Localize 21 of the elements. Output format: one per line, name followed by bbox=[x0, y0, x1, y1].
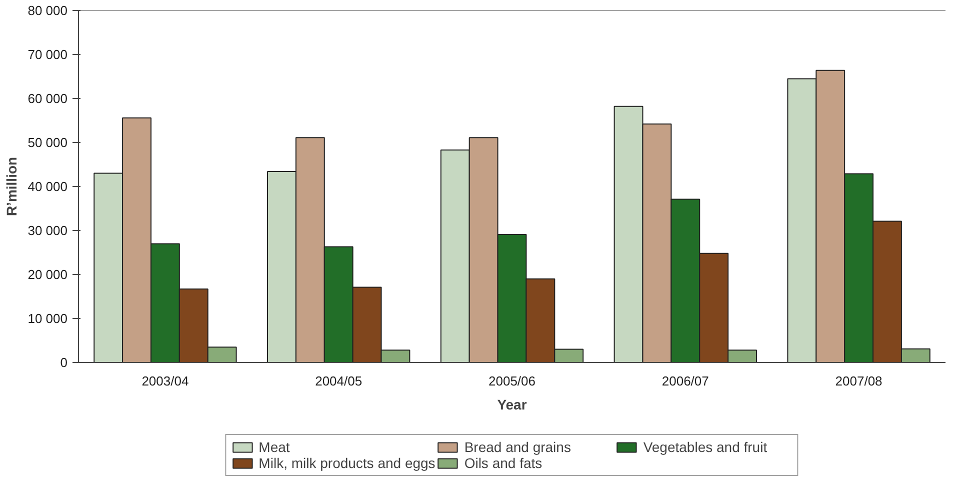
y-tick-label: 30 000 bbox=[28, 223, 68, 238]
y-tick-label: 10 000 bbox=[28, 311, 68, 326]
y-tick-label: 80 000 bbox=[28, 3, 68, 18]
legend-label: Milk, milk products and eggs bbox=[258, 455, 436, 471]
legend-label: Meat bbox=[258, 439, 291, 455]
legend-label: Vegetables and fruit bbox=[643, 439, 768, 455]
x-axis-title: Year bbox=[497, 396, 528, 412]
x-tick-label: 2006/07 bbox=[662, 374, 709, 388]
y-tick-label: 40 000 bbox=[28, 179, 68, 194]
y-axis-title: R’million bbox=[4, 156, 20, 216]
x-tick-label: 2004/05 bbox=[315, 374, 362, 388]
y-tick-label: 60 000 bbox=[28, 91, 68, 106]
y-tick-label: 70 000 bbox=[28, 47, 68, 62]
y-tick-label: 0 bbox=[60, 355, 68, 370]
x-tick-label: 2007/08 bbox=[835, 374, 882, 388]
y-tick-label: 20 000 bbox=[28, 267, 68, 282]
legend-label: Oils and fats bbox=[464, 455, 544, 471]
x-tick-label: 2005/06 bbox=[488, 374, 536, 388]
y-tick-label: 50 000 bbox=[28, 135, 68, 150]
legend-label: Bread and grains bbox=[464, 439, 572, 455]
x-tick-label: 2003/04 bbox=[142, 374, 189, 388]
